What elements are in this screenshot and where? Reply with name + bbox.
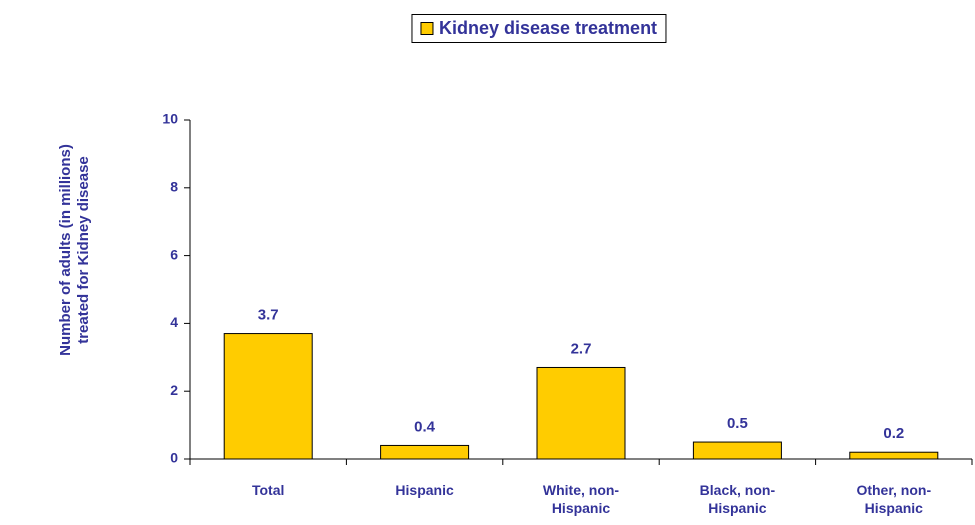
- legend-label: Kidney disease treatment: [438, 18, 658, 38]
- data-label: 3.7: [258, 307, 279, 324]
- bar: [223, 333, 313, 460]
- bar: [849, 451, 939, 460]
- bar: [536, 366, 626, 460]
- y-tick-label: 0: [170, 450, 178, 466]
- x-tick-label: Black, non-Hispanic: [699, 482, 776, 516]
- x-tick-label: Hispanic: [395, 482, 454, 498]
- legend-swatch: [419, 22, 433, 35]
- y-tick-label: 6: [170, 246, 178, 262]
- data-label: 0.5: [727, 415, 748, 432]
- y-tick-label: 8: [170, 179, 178, 195]
- bar: [692, 441, 782, 460]
- y-axis-label: Number of adults (in millions) treated f…: [57, 144, 92, 356]
- data-label: 2.7: [571, 340, 592, 357]
- bar: [380, 444, 470, 460]
- x-tick-label: Total: [251, 482, 285, 498]
- data-label: 0.2: [883, 425, 904, 442]
- legend: Kidney disease treatment: [410, 14, 667, 43]
- y-tick-label: 10: [162, 111, 178, 127]
- y-tick-label: 4: [170, 314, 178, 330]
- y-tick-label: 2: [170, 382, 178, 398]
- data-label: 0.4: [414, 418, 436, 435]
- x-tick-label: White, non-Hispanic: [542, 482, 620, 516]
- x-tick-label: Other, non-Hispanic: [856, 482, 932, 516]
